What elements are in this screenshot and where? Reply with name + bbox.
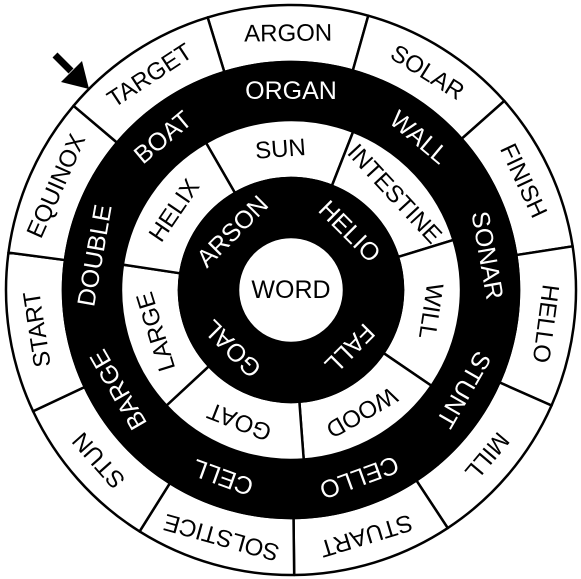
rings-layer: ARGONSOLARFINISHHELLOMILLSTUARTSOLSTICES… bbox=[4, 3, 578, 577]
arrow-pointer-icon bbox=[52, 52, 89, 89]
label-outer-argon: ARGON bbox=[244, 20, 332, 48]
center-word: WORD bbox=[251, 276, 330, 304]
label-middle-sun: SUN bbox=[254, 134, 307, 165]
label-third-organ: ORGAN bbox=[245, 77, 337, 105]
center-hub: WORD bbox=[236, 235, 346, 345]
center-circle bbox=[236, 235, 346, 345]
